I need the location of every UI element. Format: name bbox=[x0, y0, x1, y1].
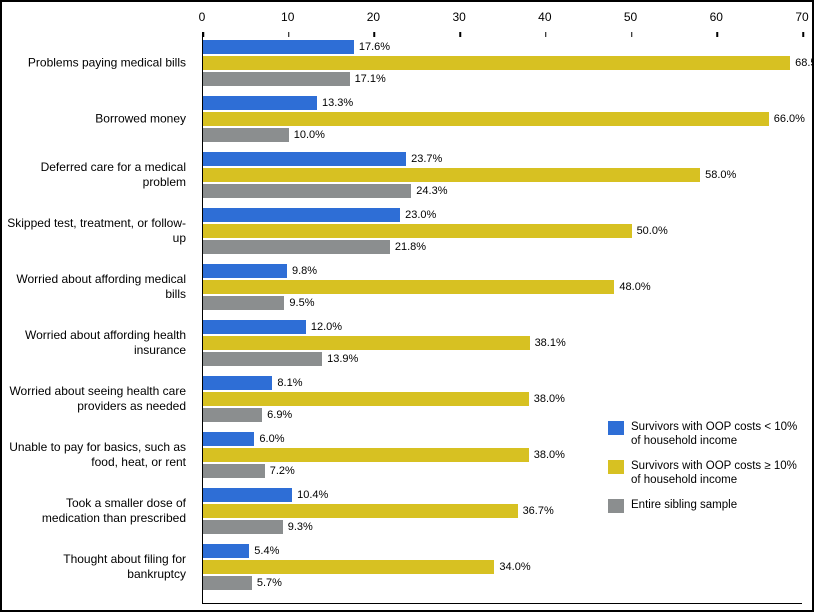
bar bbox=[203, 520, 283, 534]
bar-value-label: 50.0% bbox=[637, 225, 668, 237]
bar bbox=[203, 72, 350, 86]
x-tick-label: 40 bbox=[538, 10, 551, 24]
bar bbox=[203, 432, 254, 446]
category-label: Worried about affording health insurance bbox=[6, 328, 192, 358]
bar bbox=[203, 152, 406, 166]
bar-value-label: 36.7% bbox=[523, 505, 554, 517]
bar-value-label: 68.5% bbox=[795, 57, 814, 69]
bar bbox=[203, 576, 252, 590]
category-label: Skipped test, treatment, or follow-up bbox=[6, 216, 192, 246]
x-tick-label: 30 bbox=[452, 10, 465, 24]
category-label: Unable to pay for basics, such as food, … bbox=[6, 440, 192, 470]
bar-value-label: 5.4% bbox=[254, 545, 279, 557]
bar bbox=[203, 280, 614, 294]
legend-label-series-a: Survivors with OOP costs < 10% of househ… bbox=[631, 420, 798, 449]
bar-value-label: 7.2% bbox=[270, 465, 295, 477]
bar-value-label: 9.8% bbox=[292, 265, 317, 277]
x-tick-label: 10 bbox=[281, 10, 294, 24]
bar-value-label: 10.4% bbox=[297, 489, 328, 501]
bar-value-label: 66.0% bbox=[774, 113, 805, 125]
legend-item-series-a: Survivors with OOP costs < 10% of househ… bbox=[608, 420, 798, 449]
legend-label-series-c: Entire sibling sample bbox=[631, 498, 798, 512]
bar bbox=[203, 376, 272, 390]
bar bbox=[203, 40, 354, 54]
bar-value-label: 24.3% bbox=[416, 185, 447, 197]
bar-value-label: 34.0% bbox=[499, 561, 530, 573]
bar bbox=[203, 488, 292, 502]
bar-value-label: 13.3% bbox=[322, 97, 353, 109]
bar bbox=[203, 208, 400, 222]
x-axis: 010203040506070 bbox=[202, 10, 802, 32]
bar-value-label: 10.0% bbox=[294, 129, 325, 141]
bar bbox=[203, 352, 322, 366]
bar-value-label: 48.0% bbox=[619, 281, 650, 293]
bar-value-label: 17.1% bbox=[355, 73, 386, 85]
bar bbox=[203, 264, 287, 278]
bar bbox=[203, 504, 518, 518]
bar bbox=[203, 464, 265, 478]
bar bbox=[203, 240, 390, 254]
x-tick-mark bbox=[545, 32, 547, 37]
bar-value-label: 5.7% bbox=[257, 577, 282, 589]
category-label: Took a smaller dose of medication than p… bbox=[6, 496, 192, 526]
bar-value-label: 13.9% bbox=[327, 353, 358, 365]
bar bbox=[203, 168, 700, 182]
x-tick-mark bbox=[717, 32, 719, 37]
bar-value-label: 38.0% bbox=[534, 393, 565, 405]
bar-value-label: 12.0% bbox=[311, 321, 342, 333]
bar bbox=[203, 56, 790, 70]
bar-value-label: 17.6% bbox=[359, 41, 390, 53]
category-label: Deferred care for a medical problem bbox=[6, 160, 192, 190]
legend-label-series-b: Survivors with OOP costs ≥ 10% of househ… bbox=[631, 459, 798, 488]
bar bbox=[203, 408, 262, 422]
bar-value-label: 58.0% bbox=[705, 169, 736, 181]
bar-value-label: 23.7% bbox=[411, 153, 442, 165]
x-tick-mark bbox=[288, 32, 290, 37]
bar-value-label: 9.5% bbox=[289, 297, 314, 309]
category-label: Worried about affording medical bills bbox=[6, 272, 192, 302]
legend-swatch-series-b bbox=[608, 460, 624, 474]
legend-swatch-series-a bbox=[608, 421, 624, 435]
x-tick-label: 0 bbox=[199, 10, 206, 24]
x-tick-mark bbox=[374, 32, 376, 37]
x-tick-label: 60 bbox=[710, 10, 723, 24]
bar-value-label: 21.8% bbox=[395, 241, 426, 253]
x-tick-mark bbox=[459, 32, 461, 37]
bar-value-label: 38.0% bbox=[534, 449, 565, 461]
x-tick-label: 20 bbox=[367, 10, 380, 24]
x-tick-mark bbox=[802, 32, 804, 37]
x-tick-label: 70 bbox=[795, 10, 808, 24]
chart-frame: 0 10 20 30 40 50 60 70 17.6% 68.5% 17.1%13.3% 66.0… bbox=[0, 0, 814, 612]
bar bbox=[203, 320, 306, 334]
x-tick-mark bbox=[631, 32, 633, 37]
bar-value-label: 23.0% bbox=[405, 209, 436, 221]
category-label: Worried about seeing health care provide… bbox=[6, 384, 192, 414]
bar bbox=[203, 128, 289, 142]
legend: Survivors with OOP costs < 10% of househ… bbox=[608, 420, 798, 523]
legend-item-series-c: Entire sibling sample bbox=[608, 498, 798, 513]
bar bbox=[203, 544, 249, 558]
category-label: Thought about filing for bankruptcy bbox=[6, 552, 192, 582]
bar-value-label: 9.3% bbox=[288, 521, 313, 533]
legend-item-series-b: Survivors with OOP costs ≥ 10% of househ… bbox=[608, 459, 798, 488]
bar bbox=[203, 224, 632, 238]
bar-value-label: 6.9% bbox=[267, 409, 292, 421]
legend-swatch-series-c bbox=[608, 499, 624, 513]
bar bbox=[203, 296, 284, 310]
category-label: Problems paying medical bills bbox=[6, 56, 192, 71]
category-label: Borrowed money bbox=[6, 112, 192, 127]
bar-value-label: 6.0% bbox=[259, 433, 284, 445]
x-tick-mark bbox=[202, 32, 204, 37]
bar bbox=[203, 392, 529, 406]
bar-value-label: 38.1% bbox=[535, 337, 566, 349]
bar bbox=[203, 184, 411, 198]
bar bbox=[203, 448, 529, 462]
bar bbox=[203, 112, 769, 126]
bar bbox=[203, 336, 530, 350]
bar-value-label: 8.1% bbox=[277, 377, 302, 389]
x-tick-label: 50 bbox=[624, 10, 637, 24]
bar bbox=[203, 560, 494, 574]
bar bbox=[203, 96, 317, 110]
